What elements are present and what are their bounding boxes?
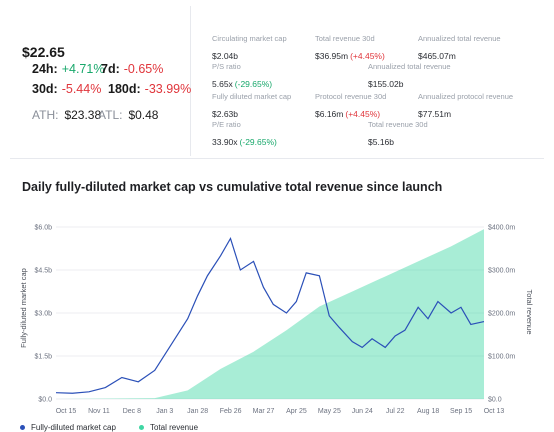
metric-label: Circulating market cap: [212, 34, 287, 43]
x-tick-label: Oct 15: [56, 408, 77, 415]
atl-label: ATL:: [98, 108, 123, 122]
metric-total-revenue-30d: Total revenue 30d $36.95m (+4.45%): [315, 34, 385, 64]
metric-total-revenue-30d-2: Total revenue 30d $5.16b: [368, 120, 428, 150]
change-30d-value: -5.44%: [61, 82, 102, 96]
y2-tick-label: $300.0m: [488, 268, 515, 275]
metric-label: P/S ratio: [212, 62, 241, 71]
x-tick-label: Oct 13: [484, 408, 505, 415]
x-tick-label: Dec 8: [123, 408, 141, 415]
y-tick-label: $4.5b: [34, 268, 52, 275]
x-axis-ticks: Oct 15 Nov 11 Dec 8 Jan 3 Jan 28 Feb 26 Mar 27…: [56, 408, 505, 415]
x-tick-label: Nov 11: [88, 408, 110, 415]
x-tick-label: May 25: [318, 408, 341, 415]
ath-value: $23.38: [64, 108, 102, 122]
legend-item-total-revenue[interactable]: Total revenue: [139, 423, 198, 432]
metric-change: (-29.65%): [239, 137, 277, 147]
change-30d-label: 30d:: [32, 82, 58, 96]
change-24h: 24h: +4.71%: [32, 62, 104, 76]
legend-label: Fully-diluted market cap: [31, 423, 116, 432]
ath-label: ATH:: [32, 108, 59, 122]
metric-value: 5.65x: [212, 79, 233, 89]
metric-label: Total revenue 30d: [315, 34, 375, 43]
metric-value: $5.16b: [368, 137, 394, 147]
change-7d: 7d: -0.65%: [101, 62, 163, 76]
metric-ps-ratio: P/S ratio 5.65x (-29.65%): [212, 62, 272, 92]
metric-value: $2.04b: [212, 51, 238, 61]
market-cap-line: [55, 236, 485, 394]
change-7d-value: -0.65%: [123, 62, 164, 76]
change-24h-value: +4.71%: [61, 62, 105, 76]
metric-change: (-29.65%): [234, 79, 273, 89]
metric-protocol-revenue-30d: Protocol revenue 30d $6.16m (+4.45%): [315, 92, 386, 122]
x-tick-label: Jan 28: [187, 408, 208, 415]
x-tick-label: Mar 27: [253, 408, 275, 415]
y-axis-ticks: $0.0 $1.5b $3.0b $4.5b $6.0b: [34, 225, 52, 404]
metric-value: $36.95m: [315, 51, 349, 61]
y2-tick-label: $200.0m: [488, 311, 515, 318]
total-revenue-area: [56, 229, 484, 399]
change-24h-label: 24h:: [32, 62, 58, 76]
y2-axis-title: Total revenue: [525, 289, 534, 334]
y2-tick-label: $0.0: [488, 397, 502, 404]
change-7d-label: 7d:: [101, 62, 120, 76]
metric-label: Annualized total revenue: [418, 34, 501, 43]
stats-bottom-border: [10, 158, 544, 159]
metric-change: (+4.45%): [350, 51, 385, 61]
stats-divider: [190, 6, 191, 156]
atl: ATL: $0.48: [98, 108, 158, 122]
metric-value: $77.51m: [418, 109, 452, 119]
x-tick-label: Jun 24: [352, 408, 373, 415]
metric-label: Annualized protocol revenue: [418, 92, 514, 101]
y-axis-title: Fully-diluted market cap: [19, 268, 28, 348]
legend-swatch: [139, 425, 144, 430]
atl-value: $0.48: [128, 108, 159, 122]
metric-circulating-market-cap: Circulating market cap $2.04b: [212, 34, 287, 64]
y-tick-label: $6.0b: [34, 225, 52, 232]
x-tick-label: Sep 15: [450, 408, 472, 415]
grid-lines: [56, 226, 484, 400]
metric-value: $155.02b: [368, 79, 404, 89]
metric-label: Protocol revenue 30d: [315, 92, 387, 101]
change-30d: 30d: -5.44%: [32, 82, 101, 96]
metric-annualized-total-revenue: Annualized total revenue $465.07m: [418, 34, 501, 64]
metric-label: Annualized total revenue: [368, 62, 451, 71]
metric-value: $6.16m: [315, 109, 344, 119]
metric-value: $465.07m: [418, 51, 456, 61]
change-180d-value: -33.99%: [144, 82, 192, 96]
x-tick-label: Feb 26: [220, 408, 242, 415]
x-tick-label: Jul 22: [386, 408, 405, 415]
metric-label: Fully diluted market cap: [212, 92, 292, 101]
ath: ATH: $23.38: [32, 108, 101, 122]
x-tick-label: Aug 18: [417, 408, 439, 415]
metric-label: P/E ratio: [212, 120, 241, 129]
y-tick-label: $0.0: [38, 397, 52, 404]
legend-swatch: [20, 425, 25, 430]
x-tick-label: Apr 25: [286, 408, 307, 415]
y2-axis-ticks: $0.0 $100.0m $200.0m $300.0m $400.0m: [488, 225, 515, 404]
token-price: $22.65: [22, 44, 65, 60]
y-tick-label: $1.5b: [34, 354, 52, 361]
y-tick-label: $3.0b: [34, 311, 52, 318]
legend-label: Total revenue: [150, 423, 199, 432]
metric-annualized-protocol-revenue: Annualized protocol revenue $77.51m: [418, 92, 513, 122]
metric-annualized-total-revenue-2: Annualized total revenue $155.02b: [368, 62, 451, 92]
metric-change: (+4.45%): [345, 109, 381, 119]
change-180d-label: 180d:: [108, 82, 141, 96]
metric-value: 33.90x: [212, 137, 238, 147]
y2-tick-label: $100.0m: [488, 354, 515, 361]
metric-fully-diluted-market-cap: Fully diluted market cap $2.63b: [212, 92, 291, 122]
metric-pe-ratio: P/E ratio 33.90x (-29.65%): [212, 120, 277, 150]
metric-value: $2.63b: [212, 109, 238, 119]
y2-tick-label: $400.0m: [488, 225, 515, 232]
change-180d: 180d: -33.99%: [108, 82, 191, 96]
metric-label: Total revenue 30d: [368, 120, 428, 129]
x-tick-label: Jan 3: [156, 408, 173, 415]
legend-item-market-cap[interactable]: Fully-diluted market cap: [20, 423, 116, 432]
chart-title: Daily fully-diluted market cap vs cumula…: [22, 180, 443, 194]
